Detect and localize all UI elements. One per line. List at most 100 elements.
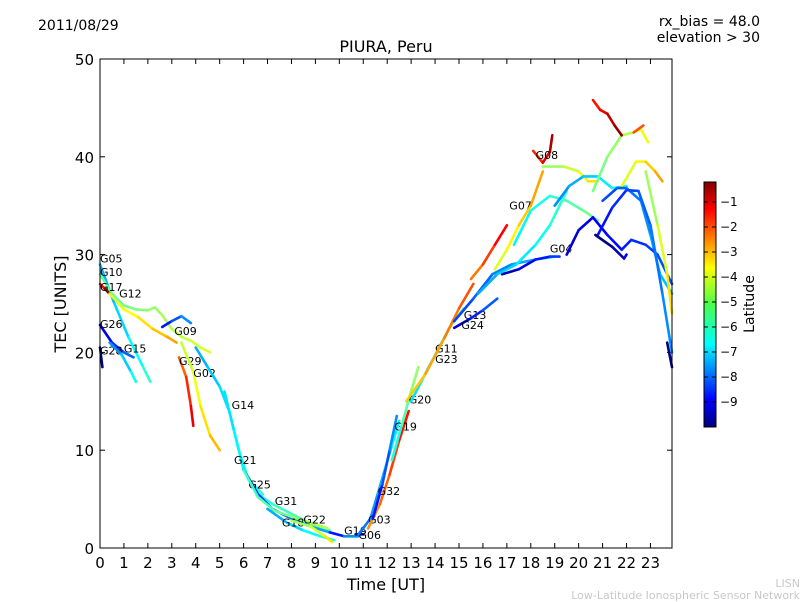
date-label: 2011/08/29 <box>38 18 119 34</box>
series-s13 <box>665 341 674 369</box>
series-s5 <box>591 98 624 137</box>
series-segment <box>548 194 569 203</box>
series-segment <box>606 112 616 127</box>
series-s3 <box>553 175 628 207</box>
series-segment <box>565 199 585 212</box>
series-segment <box>610 245 626 260</box>
series-segment <box>591 155 609 193</box>
series-segment <box>180 314 193 325</box>
series-label: G08 <box>536 149 559 162</box>
series-label: G07 <box>509 200 532 213</box>
y-tick-label: 30 <box>75 247 94 265</box>
x-tick-label: 5 <box>215 554 225 572</box>
series-segment <box>424 336 446 376</box>
y-tick-label: 40 <box>75 149 94 167</box>
series-segment <box>199 404 212 437</box>
series-segment <box>206 365 221 388</box>
y-tick-label: 10 <box>75 442 94 460</box>
series-label: G28 <box>100 344 123 357</box>
series-segment <box>242 468 260 499</box>
series-g26 <box>98 323 135 359</box>
y-axis-label: TEC [UNITS] <box>51 256 70 354</box>
series-segment <box>290 515 312 524</box>
colorbar-tick-label: −4 <box>720 270 738 284</box>
series-segment <box>122 351 135 359</box>
series-segment <box>505 224 521 251</box>
series-segment <box>273 509 293 519</box>
series-segment <box>285 521 305 532</box>
series-label: G32 <box>378 485 401 498</box>
series-segment <box>110 292 126 307</box>
colorbar-tick-label: −5 <box>720 295 738 309</box>
colorbar-tick-label: −3 <box>720 245 738 259</box>
series-segment <box>381 448 391 486</box>
x-axis-label: Time [UT] <box>346 575 425 594</box>
series-segment <box>665 272 674 315</box>
series-segment <box>388 414 399 452</box>
series-segment <box>565 228 581 256</box>
series-segment <box>639 199 652 237</box>
x-tick-label: 9 <box>311 554 321 572</box>
series-segment <box>491 263 513 276</box>
series-segment <box>606 134 624 159</box>
series-s10 <box>596 188 674 354</box>
x-tick-label: 16 <box>473 554 492 572</box>
series-segment <box>553 184 571 207</box>
x-tick-label: 3 <box>167 554 177 572</box>
series-label: G12 <box>119 288 142 301</box>
series-segment <box>160 319 174 329</box>
x-tick-label: 22 <box>617 554 636 572</box>
series-g09 <box>160 314 193 329</box>
series-segment <box>452 316 473 330</box>
colorbar-tick-label: −7 <box>720 345 738 359</box>
x-tick-label: 1 <box>119 554 129 572</box>
series-segment <box>141 365 152 384</box>
series-segment <box>290 519 312 528</box>
x-tick-label: 13 <box>402 554 421 572</box>
colorbar-tick-label: −1 <box>720 195 738 209</box>
x-tick-label: 20 <box>569 554 588 572</box>
colorbar-label: Latitude <box>742 275 758 333</box>
series-segment <box>309 525 327 538</box>
series-segment <box>476 272 499 296</box>
series-g18 <box>266 507 336 542</box>
series-segment <box>613 124 624 137</box>
series-label: G24 <box>461 319 484 332</box>
series-g22 <box>290 519 334 544</box>
x-tick-label: 6 <box>239 554 249 572</box>
series-g02 <box>180 341 221 452</box>
series-segment <box>596 206 614 237</box>
x-tick-label: 17 <box>497 554 516 572</box>
series-segment <box>184 375 193 408</box>
series-segment <box>562 165 581 173</box>
colorbar <box>703 181 717 428</box>
series-segment <box>500 267 521 276</box>
series-segment <box>606 233 624 251</box>
series-segment <box>122 304 138 311</box>
series-label: G05 <box>100 252 123 265</box>
series-g29 <box>177 355 195 428</box>
series-segment <box>397 409 411 442</box>
series-g20 <box>390 365 420 462</box>
series-segment <box>390 419 401 447</box>
series-segment <box>620 238 633 251</box>
series-g07 <box>469 224 509 281</box>
series-s4 <box>591 128 650 193</box>
series-segment <box>577 216 595 232</box>
series-segment <box>531 149 545 164</box>
series-segment <box>390 424 403 462</box>
series-segment <box>534 224 552 247</box>
series-label: G09 <box>174 325 197 338</box>
series-segment <box>656 224 669 276</box>
series-segment <box>610 188 628 209</box>
series-segment <box>404 372 427 403</box>
x-tick-label: 15 <box>449 554 468 572</box>
series-segment <box>388 439 401 476</box>
elevation-label: elevation > 30 <box>656 30 760 46</box>
x-tick-label: 11 <box>354 554 373 572</box>
series-segment <box>656 253 674 286</box>
x-tick-label: 19 <box>545 554 564 572</box>
series-label: G17 <box>100 281 123 294</box>
series-segment <box>644 170 659 227</box>
